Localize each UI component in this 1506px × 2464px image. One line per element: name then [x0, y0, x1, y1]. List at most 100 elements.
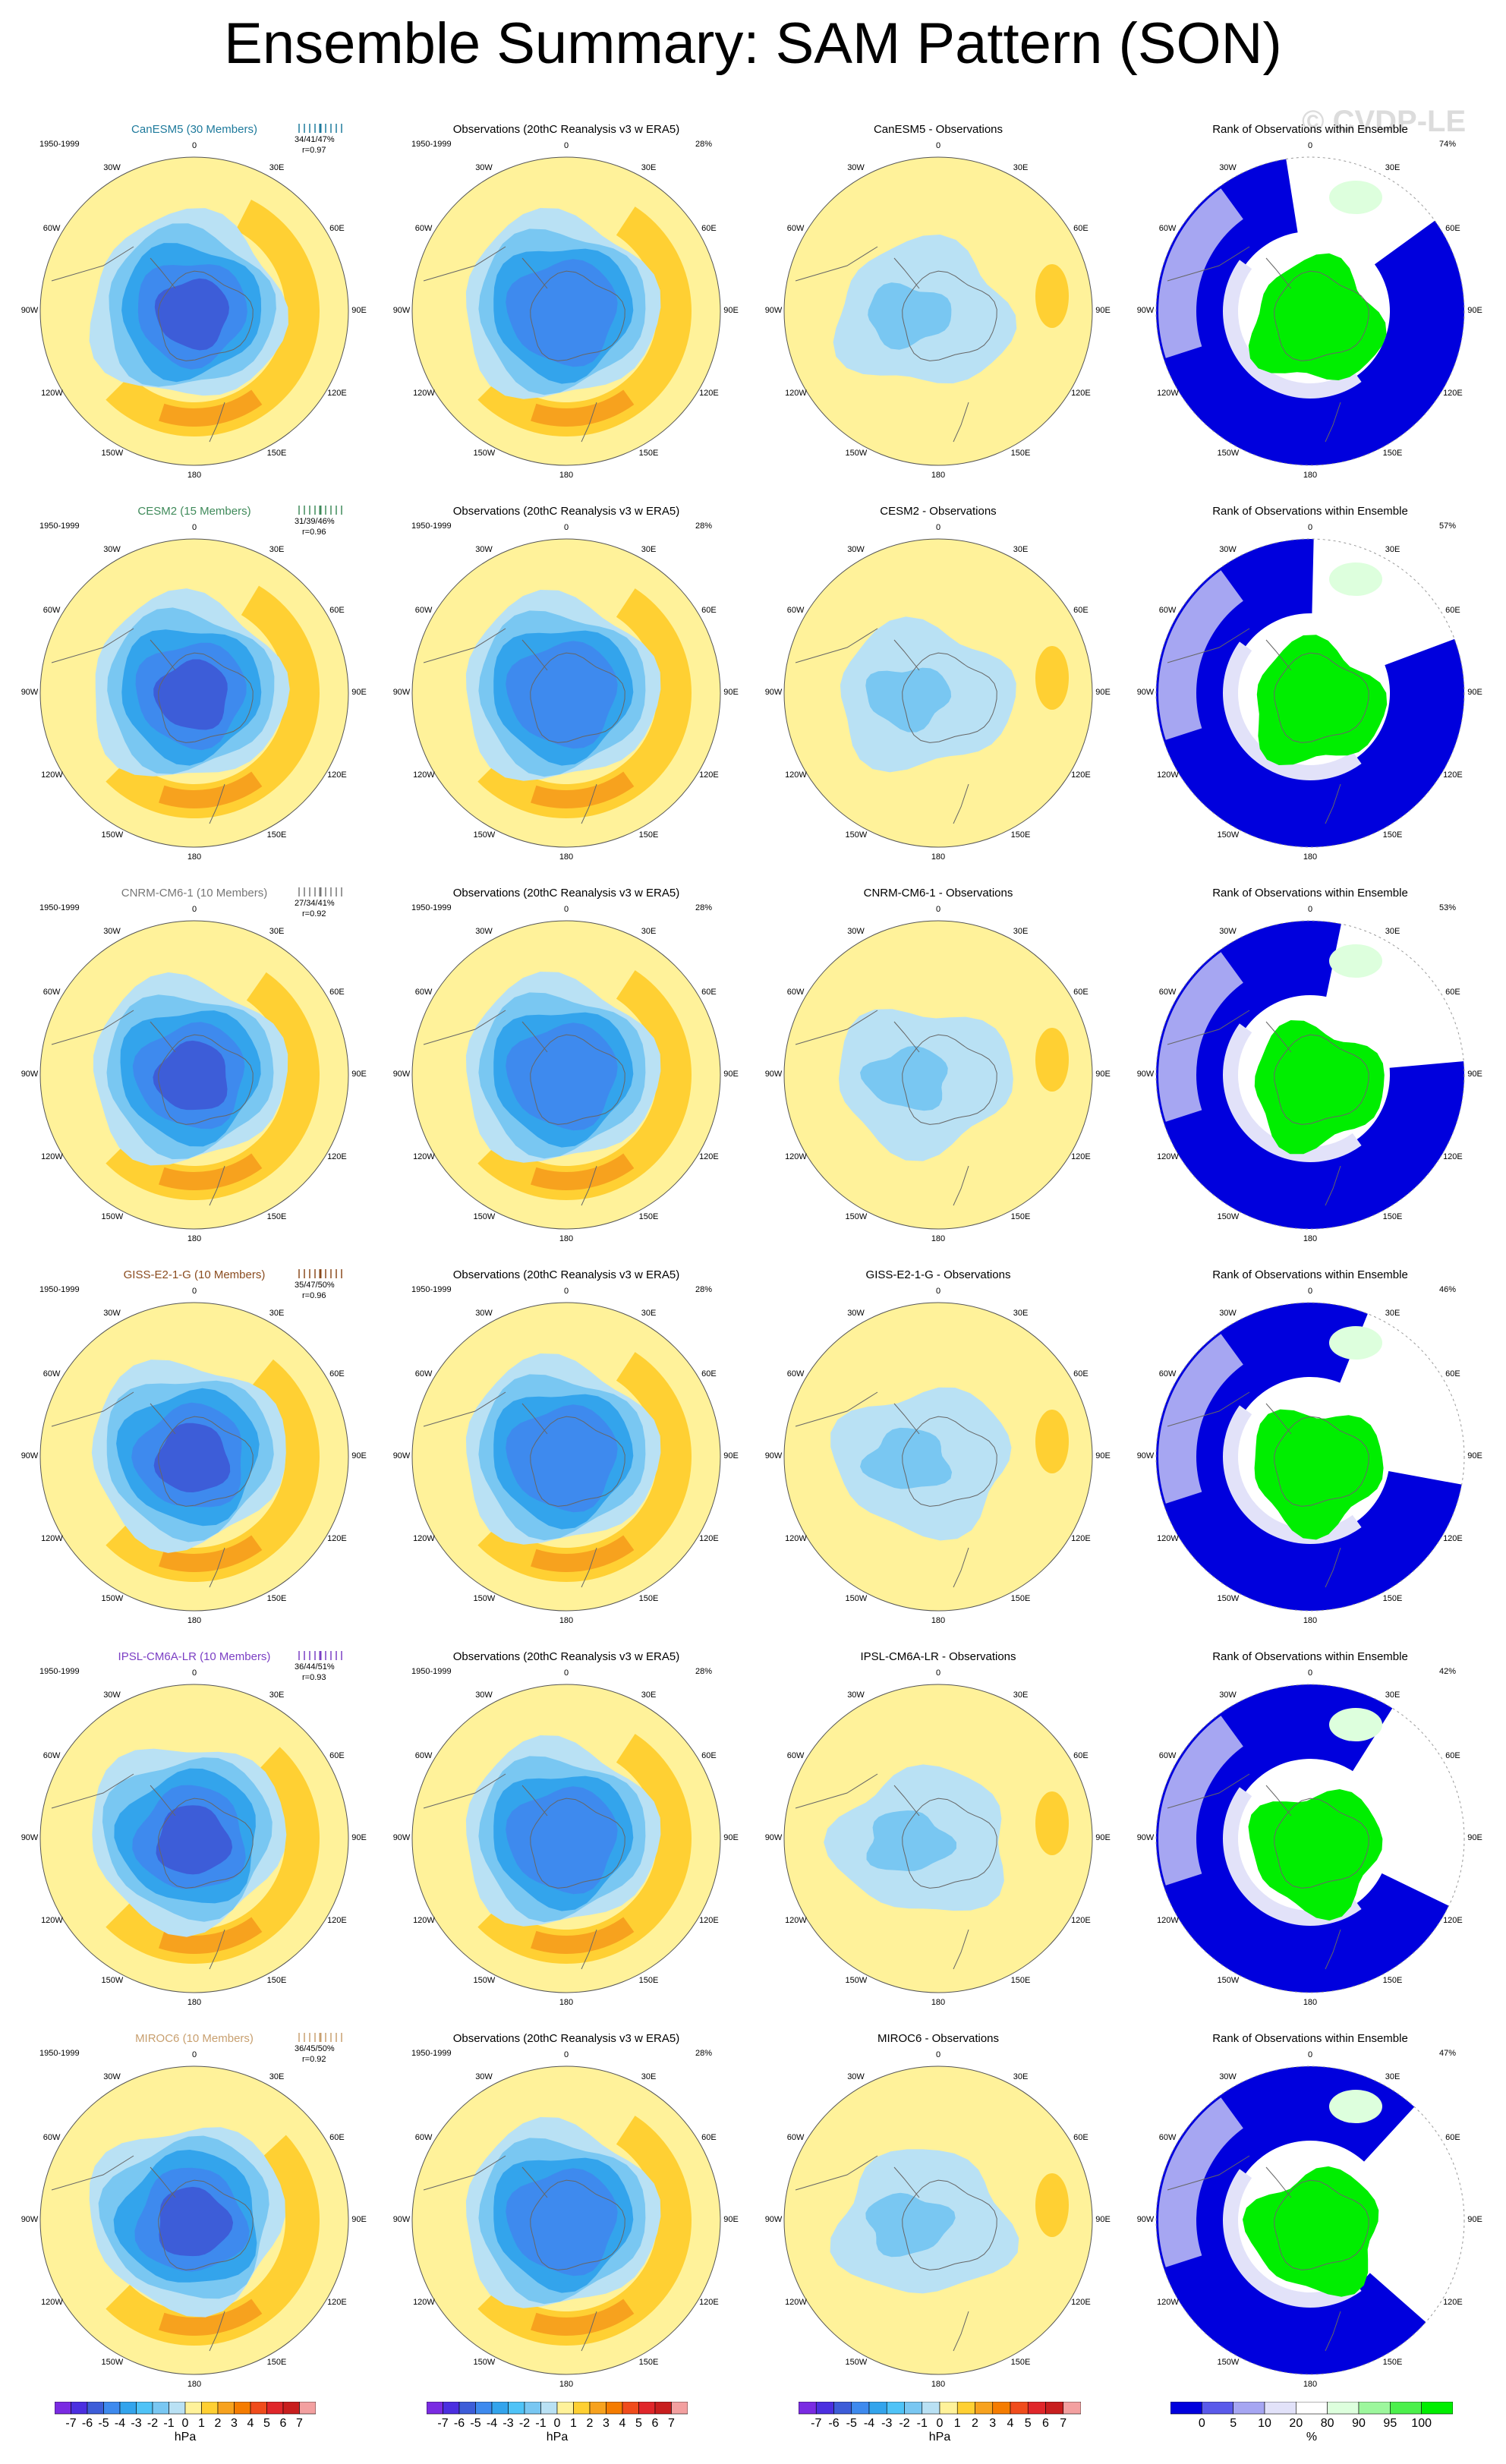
r1-c1-lon-label: 90W: [392, 688, 411, 697]
r4-c3-lon-label: 120E: [1443, 1915, 1463, 1925]
colorbar-model-tick: 6: [279, 2417, 287, 2430]
r4-c3-lon-label: 60E: [1445, 1750, 1460, 1760]
r1-c2-lon-label: 0: [935, 523, 941, 532]
obs-title: Observations (20thC Reanalysis v3 w ERA5…: [452, 123, 680, 136]
r2-c0-lon-label: 150E: [266, 1212, 287, 1221]
colorbar-obs-swatch: [606, 2402, 623, 2415]
r5-c3-lon-label: 150W: [1217, 2357, 1240, 2367]
r3-c3-lon-label: 0: [1307, 1287, 1313, 1296]
r3-c1-lon-label: 60W: [414, 1369, 433, 1379]
r3-c2-lon-label: 90W: [764, 1451, 783, 1460]
r0-c1-lon-label: 90E: [723, 306, 739, 315]
r2-c2-lon-label: 150W: [845, 1212, 868, 1221]
colorbar-diff-swatch: [992, 2402, 1011, 2415]
ensemble-stats: 27/34/41%: [295, 899, 335, 908]
r2-c1-lon-label: 90W: [392, 1070, 411, 1079]
r5-c1-lon-label: 60E: [701, 2132, 717, 2142]
r4-c1-lon-label: 150E: [638, 1975, 659, 1985]
pattern-correlation: r=0.92: [302, 2055, 326, 2064]
r0-c0-lon-label: 120E: [327, 388, 347, 398]
r4-c3-lon-label: 180: [1303, 1998, 1318, 2007]
r4-c0-lon-label: 150E: [266, 1975, 287, 1985]
colorbar-model-tick: -5: [98, 2417, 109, 2430]
r1-c3-lon-label: 60W: [1158, 605, 1177, 615]
r3-c2-lon-label: 60W: [786, 1369, 805, 1379]
colorbar-model-tick: -7: [65, 2417, 77, 2430]
colorbar-obs-tick: -7: [437, 2417, 449, 2430]
rank-title: Rank of Observations within Ensemble: [1212, 887, 1408, 900]
r5-c1-lon-label: 180: [559, 2380, 574, 2389]
model-title: GISS-E2-1-G (10 Members): [123, 1268, 266, 1281]
r5-c2-lon-label: 60E: [1073, 2132, 1089, 2142]
r0-c1-lon-label: 30E: [641, 163, 657, 173]
r2-c3-lon-label: 30W: [1219, 927, 1237, 937]
r1-c3-lon-label: 150E: [1382, 830, 1403, 840]
r5-c1-positive-anomaly: [477, 2116, 692, 2346]
r1-c3-lon-label: 180: [1303, 852, 1318, 862]
r0-c1-lon-label: 60W: [414, 223, 433, 233]
r0-c0-lon-label: 30W: [103, 163, 121, 173]
colorbar-obs-swatch: [654, 2402, 672, 2415]
colorbar-rank-tick: 90: [1352, 2417, 1366, 2430]
r4-c0-lon-label: 120E: [327, 1915, 347, 1925]
ensemble-spread-ticks: [298, 124, 342, 133]
r2-c1-map: [411, 920, 721, 1230]
r5-c2-lon-label: 120E: [1071, 2297, 1091, 2307]
colorbar-rank-tick: 20: [1289, 2417, 1303, 2430]
r5-c2-lon-label: 90E: [1095, 2215, 1111, 2224]
pattern-correlation: r=0.96: [302, 1291, 326, 1300]
r0-c1-lon-label: 120E: [699, 388, 719, 398]
r3-c1-negative-anomaly-3: [506, 1404, 618, 1513]
r2-c2-lon-label: 90E: [1095, 1070, 1111, 1079]
r2-c3-lon-label: 0: [1307, 905, 1313, 914]
r2-c1-positive-anomaly: [477, 970, 692, 1200]
r5-c1-negative-anomaly-3: [506, 2168, 618, 2277]
r2-c0-negative-anomaly-4: [153, 1040, 228, 1111]
colorbar-model-swatch: [119, 2402, 137, 2415]
r5-c3-lon-label: 60W: [1158, 2132, 1177, 2142]
colorbar-diff-tick: 3: [989, 2417, 997, 2430]
r0-c1-positive-anomaly: [477, 206, 692, 436]
diff-title: GISS-E2-1-G - Observations: [865, 1268, 1011, 1281]
rank-percent: 46%: [1439, 1285, 1457, 1294]
r3-c0-lon-label: 90E: [351, 1451, 367, 1460]
r2-c1-lon-label: 120W: [413, 1152, 435, 1161]
r2-c3-lon-label: 60E: [1445, 987, 1460, 997]
r0-c3-rank-low: [1156, 157, 1464, 465]
colorbar-obs-swatch: [508, 2402, 525, 2415]
colorbar-model-tick: -4: [114, 2417, 126, 2430]
colorbar-model-tick: -3: [131, 2417, 142, 2430]
r1-c1-lon-label: 60E: [701, 605, 717, 615]
r0-c2-lon-label: 0: [935, 141, 941, 150]
r4-c0-lon-label: 30W: [103, 1690, 121, 1700]
colorbar-obs-swatch: [589, 2402, 606, 2415]
r4-c1-lon-label: 120W: [413, 1915, 435, 1925]
r5-c0-lon-label: 180: [187, 2380, 202, 2389]
r3-c1-lon-label: 30W: [475, 1309, 493, 1319]
colorbar-obs-swatch: [671, 2402, 688, 2415]
r2-c3-lon-label: 180: [1303, 1234, 1318, 1243]
r1-c2-lon-label: 90E: [1095, 688, 1111, 697]
colorbar-model-swatch: [299, 2402, 316, 2415]
r4-c0-negative-anomaly-4: [156, 1805, 233, 1875]
r2-c0-map: [39, 920, 349, 1230]
r1-c1-lon-label: 0: [563, 523, 569, 532]
r3-c3-map: [1155, 1302, 1465, 1612]
r4-c0-lon-label: 150W: [101, 1975, 124, 1985]
colorbar-obs-tick: -6: [453, 2417, 465, 2430]
colorbar-rank-tick: 10: [1258, 2417, 1271, 2430]
r0-c0-negative-anomaly-4: [154, 278, 229, 351]
r5-c1-map: [411, 2065, 721, 2375]
r5-c0-negative-anomaly-4: [159, 2186, 234, 2257]
r0-c1-lon-label: 90W: [392, 306, 411, 315]
colorbar-obs-tick: -5: [470, 2417, 481, 2430]
r3-c3-lon-label: 90E: [1467, 1451, 1482, 1460]
r4-c0-lon-label: 60W: [43, 1750, 61, 1760]
r5-c2-lon-label: 120W: [785, 2297, 807, 2307]
r3-c3-lon-label: 90W: [1136, 1451, 1155, 1460]
rank-title: Rank of Observations within Ensemble: [1212, 1268, 1408, 1281]
colorbar-diff-tick: 4: [1007, 2417, 1014, 2430]
r3-c1-lon-label: 180: [559, 1616, 574, 1625]
r2-c1-lon-label: 150W: [473, 1212, 496, 1221]
r1-c0-lon-label: 180: [187, 852, 202, 862]
